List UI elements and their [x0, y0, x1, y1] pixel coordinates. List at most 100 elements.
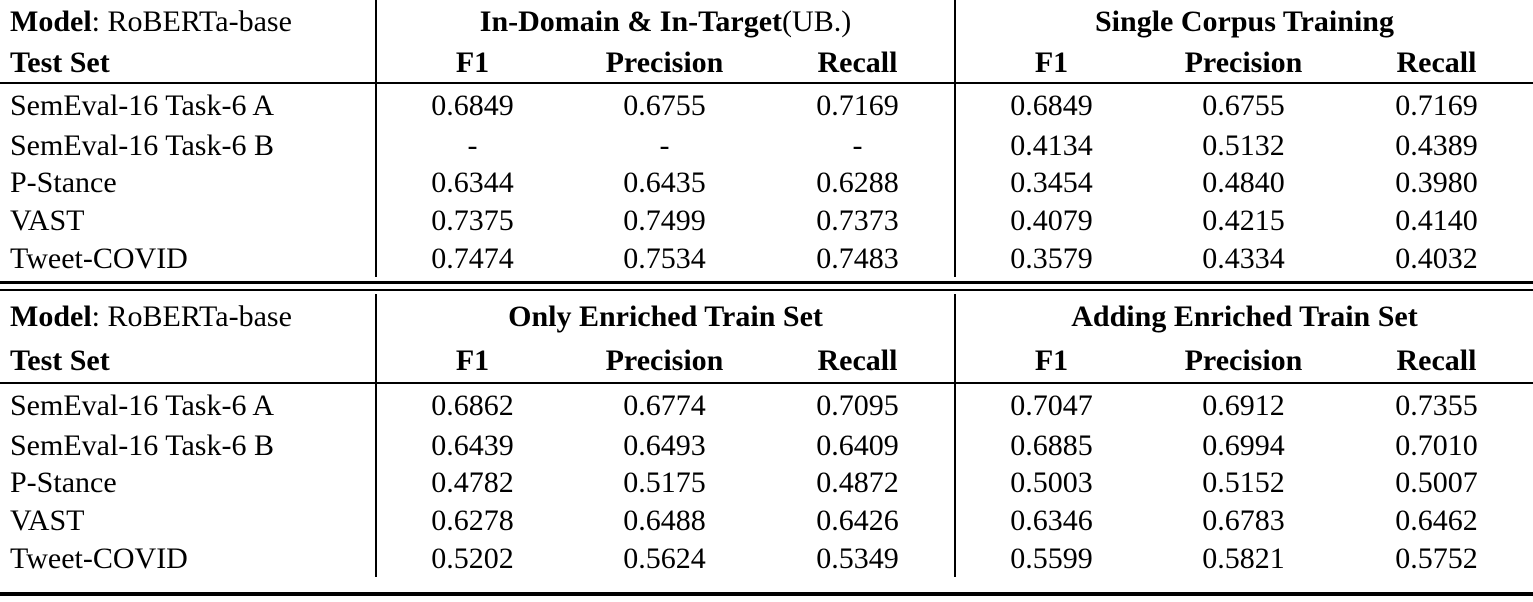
metric-value-cell: 0.6755: [1202, 88, 1285, 122]
metric-value-cell: 0.5624: [623, 541, 706, 575]
metric-value-cell: 0.7483: [816, 241, 899, 275]
table-row: Tweet-COVID 0.7474 0.7534 0.7483 0.3579 0.433…: [0, 239, 1533, 278]
metric-value-cell: 0.6278: [375, 502, 568, 540]
table-row: P-Stance 0.6344 0.6435 0.6288 0.3454 0.4840 0.…: [0, 164, 1533, 203]
row-label: SemEval-16 Task-6 B: [10, 128, 274, 162]
metric-value-cell: 0.6409: [816, 428, 899, 462]
metric-value-cell: -: [375, 127, 568, 165]
metric-value-cell: 0.3579: [954, 239, 1147, 278]
row-label: VAST: [10, 203, 85, 237]
group-title-adding-enriched: Adding Enriched Train Set: [954, 294, 1533, 340]
metric-value-cell: 0.4134: [954, 127, 1147, 165]
column-header-precision: Precision: [1184, 344, 1303, 377]
column-header-f1: F1: [375, 340, 568, 382]
table-1-body: SemEval-16 Task-6 A 0.6849 0.6755 0.7169 0.6…: [0, 84, 1533, 278]
metric-value-cell: 0.6426: [816, 503, 899, 537]
table-row: SemEval-16 Task-6 B - - - 0.4134 0.5132 0.4389: [0, 127, 1533, 165]
metric-value-cell: 0.7095: [816, 388, 899, 422]
table-row: VAST 0.7375 0.7499 0.7373 0.4079 0.4215 0.4140: [0, 202, 1533, 240]
column-header-recall: Recall: [1396, 344, 1477, 377]
metric-value-cell: 0.5599: [954, 539, 1147, 578]
column-header-f1: F1: [954, 44, 1147, 82]
column-header-precision: Precision: [605, 46, 724, 79]
metric-value-cell: 0.4334: [1202, 241, 1285, 275]
column-header-recall: Recall: [1396, 46, 1477, 79]
metric-value-cell: 0.6488: [623, 503, 706, 537]
model-value: : RoBERTa-base: [91, 300, 292, 333]
metric-value-cell: 0.4840: [1202, 166, 1285, 200]
metric-value-cell: 0.6774: [623, 388, 706, 422]
metric-value-cell: 0.7474: [375, 239, 568, 278]
metric-value-cell: 0.6288: [816, 166, 899, 200]
table-1-group-header-row: Model: RoBERTa-base In-Domain & In-Targe…: [0, 0, 1533, 44]
metric-value-cell: 0.6462: [1395, 503, 1478, 537]
metric-value-cell: 0.4079: [954, 202, 1147, 240]
metric-value-cell: 0.4782: [375, 464, 568, 503]
group-title-text: Single Corpus Training: [1095, 5, 1394, 38]
metric-value-cell: -: [659, 128, 670, 162]
test-set-header: Test Set: [10, 344, 110, 377]
table-row: SemEval-16 Task-6 B 0.6439 0.6493 0.6409 0.6…: [0, 427, 1533, 465]
row-label: SemEval-16 Task-6 A: [10, 388, 274, 422]
table-separator-rule-bottom: [0, 288, 1533, 291]
metric-value-cell: 0.5132: [1202, 128, 1285, 162]
metric-value-cell: 0.4872: [816, 466, 899, 500]
metric-value-cell: 0.7534: [623, 241, 706, 275]
metric-value-cell: 0.6783: [1202, 503, 1285, 537]
metric-value-cell: 0.6755: [623, 88, 706, 122]
metric-value-cell: 0.7375: [375, 202, 568, 240]
table-row: Tweet-COVID 0.5202 0.5624 0.5349 0.5599 0.582…: [0, 539, 1533, 578]
metric-value-cell: 0.5202: [375, 539, 568, 578]
group-title-text: Adding Enriched Train Set: [1071, 300, 1418, 333]
metric-value-cell: 0.5175: [623, 466, 706, 500]
header-rule: [0, 382, 1533, 384]
table-2: Model: RoBERTa-base Only Enriched Train …: [0, 294, 1533, 578]
metric-value-cell: 0.7169: [1395, 88, 1478, 122]
metric-value-cell: 0.5152: [1202, 466, 1285, 500]
metric-value-cell: 0.7373: [816, 203, 899, 237]
table-row: P-Stance 0.4782 0.5175 0.4872 0.5003 0.5152 0.…: [0, 464, 1533, 503]
metric-value-cell: 0.5003: [954, 464, 1147, 503]
metric-value-cell: 0.4032: [1395, 241, 1478, 275]
group-title-single-corpus: Single Corpus Training: [954, 0, 1533, 44]
table-2-body: SemEval-16 Task-6 A 0.6862 0.6774 0.7095 0.7…: [0, 384, 1533, 578]
table-2-column-header-row: Test Set F1 Precision Recall F1 Precisio…: [0, 340, 1533, 382]
metric-value-cell: 0.6849: [954, 84, 1147, 127]
model-label: Model: [10, 5, 92, 38]
metric-value-cell: 0.5349: [816, 541, 899, 575]
group-title-text: Only Enriched Train Set: [508, 300, 823, 333]
metric-value-cell: 0.6346: [954, 502, 1147, 540]
metric-value-cell: 0.6885: [954, 427, 1147, 465]
metric-value-cell: 0.6994: [1202, 428, 1285, 462]
metric-value-cell: 0.7169: [816, 88, 899, 122]
bottom-rule: [0, 592, 1533, 596]
metric-value-cell: 0.7047: [954, 384, 1147, 427]
group-title-only-enriched: Only Enriched Train Set: [375, 294, 954, 340]
metric-value-cell: 0.5007: [1395, 466, 1478, 500]
column-header-f1: F1: [954, 340, 1147, 382]
metric-value-cell: -: [852, 128, 863, 162]
model-label: Model: [10, 300, 92, 333]
test-set-header: Test Set: [10, 46, 110, 79]
group-title-text: In-Domain & In-Target: [479, 5, 783, 38]
group-title-suffix: (UB.): [782, 5, 852, 38]
column-header-precision: Precision: [605, 344, 724, 377]
metric-value-cell: 0.3454: [954, 164, 1147, 203]
group-title-in-domain: In-Domain & In-Target (UB.): [375, 0, 954, 44]
table-1-column-header-row: Test Set F1 Precision Recall F1 Precisio…: [0, 44, 1533, 82]
table-row: SemEval-16 Task-6 A 0.6849 0.6755 0.7169 0.6…: [0, 84, 1533, 127]
model-value: : RoBERTa-base: [91, 5, 292, 38]
table-2-group-header-row: Model: RoBERTa-base Only Enriched Train …: [0, 294, 1533, 340]
metric-value-cell: 0.7499: [623, 203, 706, 237]
row-label: Tweet-COVID: [10, 241, 188, 275]
row-label: SemEval-16 Task-6 A: [10, 88, 274, 122]
row-label: Tweet-COVID: [10, 541, 188, 575]
metric-value-cell: 0.4140: [1395, 203, 1478, 237]
metric-value-cell: 0.5752: [1395, 541, 1478, 575]
metric-value-cell: 0.4389: [1395, 128, 1478, 162]
row-label: VAST: [10, 503, 85, 537]
header-rule: [0, 82, 1533, 84]
metric-value-cell: 0.6344: [375, 164, 568, 203]
table-row: VAST 0.6278 0.6488 0.6426 0.6346 0.6783 0.6462: [0, 502, 1533, 540]
